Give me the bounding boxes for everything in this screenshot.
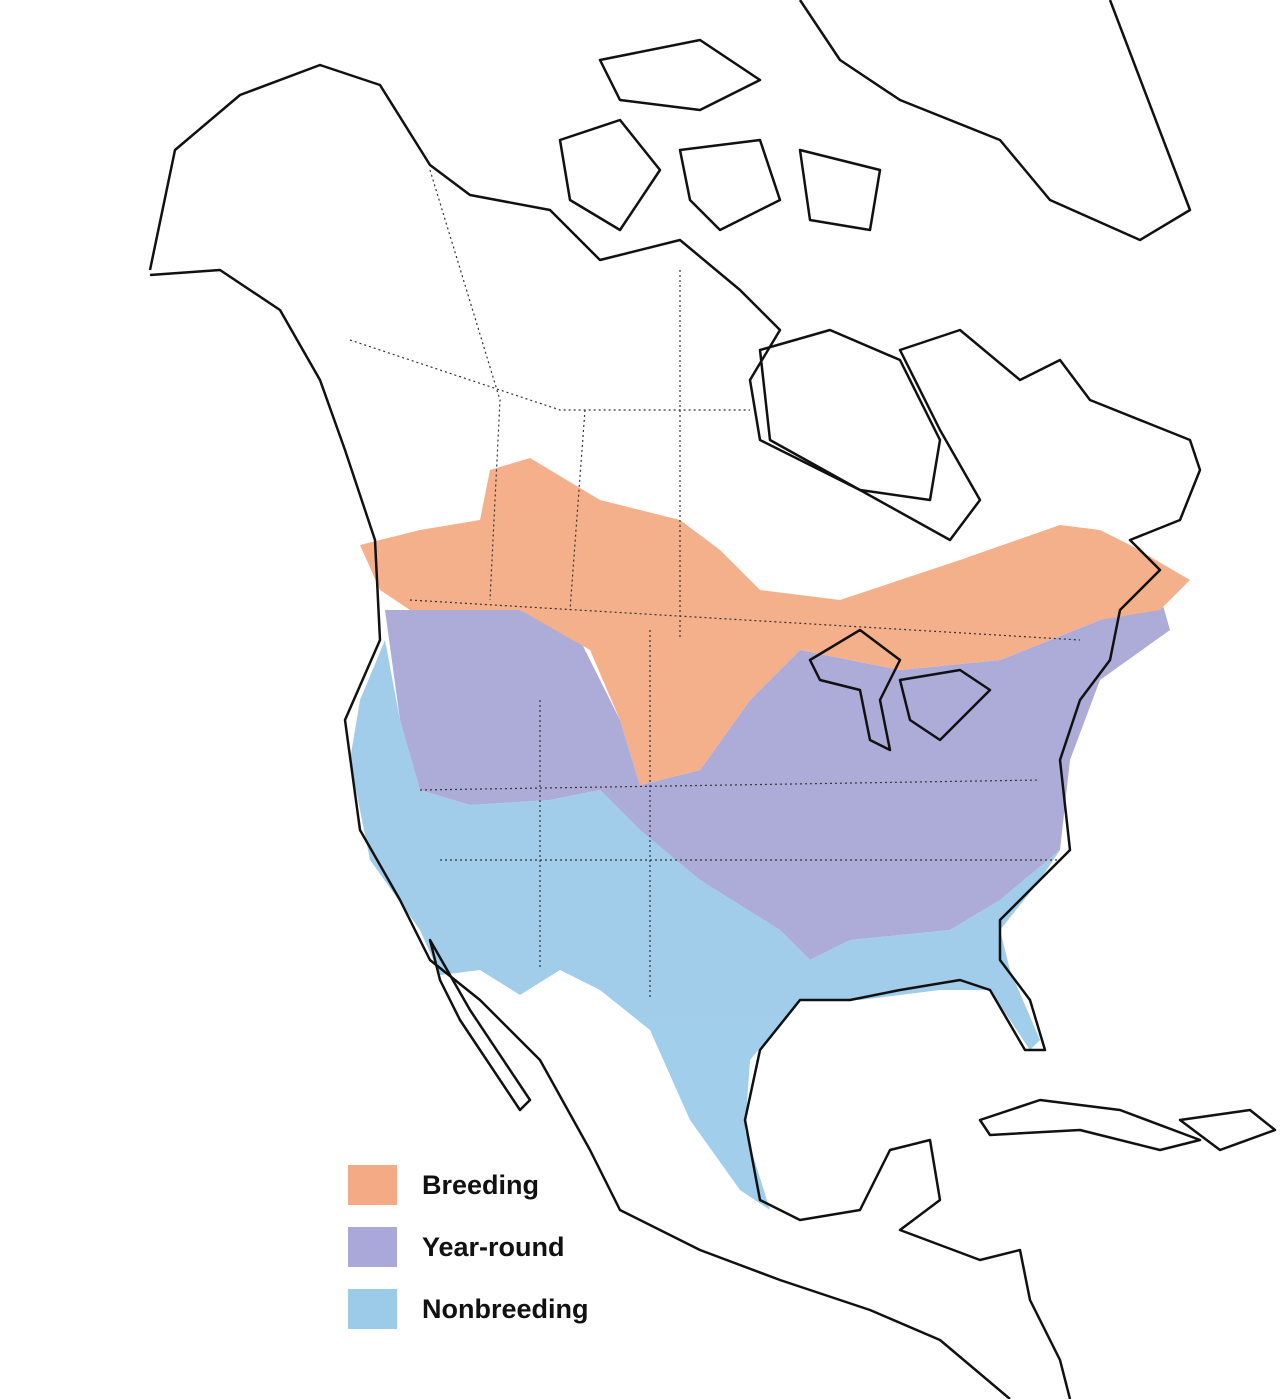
breeding-swatch xyxy=(348,1165,397,1205)
greenland xyxy=(798,0,1192,242)
arctic-island xyxy=(558,118,662,232)
legend-item-year-round: Year-round xyxy=(348,1227,589,1267)
arctic-island xyxy=(678,138,782,232)
hudson-bay xyxy=(758,328,942,502)
great-lakes xyxy=(808,628,902,752)
range-areas xyxy=(350,458,1190,1210)
mainland-outline xyxy=(148,63,1202,1399)
legend-label: Breeding xyxy=(422,1169,540,1200)
coastline xyxy=(148,0,1277,1399)
legend-item-nonbreeding: Nonbreeding xyxy=(348,1289,589,1329)
nonbreeding-range xyxy=(350,640,1060,1210)
arctic-island xyxy=(798,148,882,232)
legend: Breeding Year-round Nonbreeding xyxy=(348,1165,589,1351)
baja-peninsula xyxy=(428,938,532,1112)
legend-label: Nonbreeding xyxy=(422,1293,589,1324)
year-round-range xyxy=(385,595,1170,960)
arctic-island xyxy=(598,38,762,112)
hispaniola xyxy=(1178,1108,1277,1152)
great-lakes xyxy=(898,668,992,742)
legend-label: Year-round xyxy=(422,1231,565,1262)
borders xyxy=(349,169,1081,1000)
year-round-swatch xyxy=(348,1227,397,1267)
cuba xyxy=(978,1098,1202,1152)
nonbreeding-swatch xyxy=(348,1289,397,1329)
pacific-coast xyxy=(149,268,1011,1399)
legend-item-breeding: Breeding xyxy=(348,1165,589,1205)
